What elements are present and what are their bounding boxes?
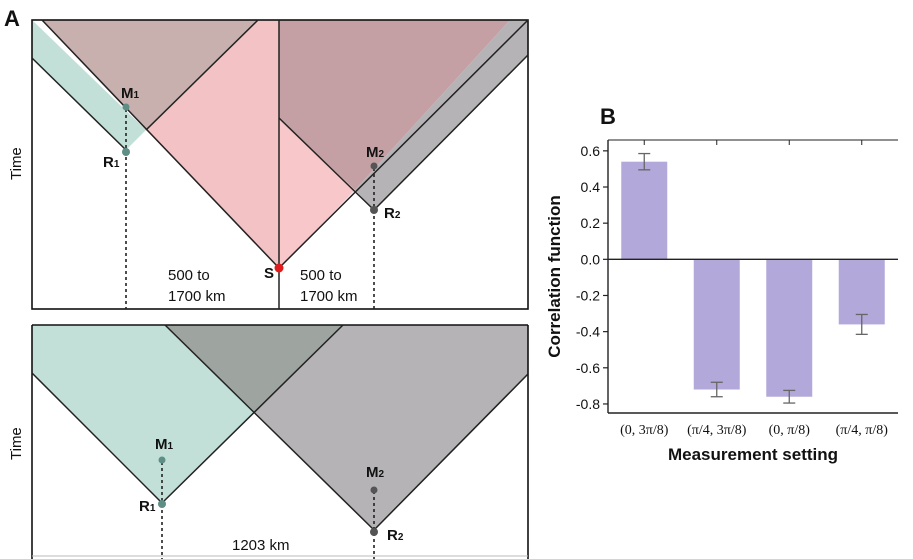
source-label: S <box>264 265 274 282</box>
y-tick-label: -0.4 <box>576 324 600 340</box>
left-distance-line1: 500 to <box>168 267 210 284</box>
m2-label: M2 <box>366 144 385 161</box>
m1-label: M1 <box>121 85 140 102</box>
y-tick-label: 0.2 <box>581 215 601 231</box>
right-distance-line2: 1700 km <box>300 288 358 305</box>
y-tick-label: -0.6 <box>576 360 600 376</box>
y-tick-label: -0.2 <box>576 287 600 303</box>
x-tick-label: (0, π/8) <box>769 423 811 438</box>
x-axis-title: Measurement setting <box>668 445 838 464</box>
x-tick-label: (π/4, π/8) <box>836 423 889 438</box>
x-tick-label: (π/4, 3π/8) <box>687 423 747 438</box>
m2-point-bottom <box>370 486 378 494</box>
top-frame <box>31 19 529 310</box>
teal-cone <box>32 325 255 503</box>
m2-point <box>370 162 378 170</box>
overlap-region <box>165 325 343 412</box>
y-tick-label: -0.8 <box>576 396 600 412</box>
y-tick-label: 0.6 <box>581 143 601 159</box>
r1-point <box>122 148 130 156</box>
bar <box>621 161 668 260</box>
time-axis-label-bottom: Time <box>8 427 25 460</box>
panel-a-top-diagram: M1 R1 M2 R2 S 500 to 1700 km 500 to 1700… <box>8 19 529 310</box>
m1-point <box>122 103 130 111</box>
m1-point-bottom <box>158 456 166 464</box>
source-point <box>274 263 284 273</box>
panel-a-label: A <box>4 6 20 31</box>
gray-cone <box>255 325 528 530</box>
teal-region <box>32 20 146 150</box>
m1-label-bottom: M1 <box>155 436 174 453</box>
pink-region-left <box>146 20 279 268</box>
time-axis-label-top: Time <box>8 147 25 180</box>
m2-label-bottom: M2 <box>366 464 385 481</box>
panel-b-label: B <box>600 104 616 129</box>
y-tick-label: 0.0 <box>581 251 601 267</box>
y-tick-label: 0.4 <box>581 179 601 195</box>
r1-label: R1 <box>103 154 120 171</box>
rose-region <box>279 20 510 190</box>
r2-point-bottom <box>370 528 378 536</box>
mauve-region <box>42 20 258 130</box>
x-tick-label: (0, 3π/8) <box>620 423 669 438</box>
right-distance-line1: 500 to <box>300 267 342 284</box>
r2-label-bottom: R2 <box>387 527 404 544</box>
r2-label: R2 <box>384 205 401 222</box>
panel-a-bottom-diagram: M1 R1 M2 R2 1203 km Time <box>8 324 529 559</box>
left-distance-line2: 1700 km <box>168 288 226 305</box>
gray-strip <box>355 20 528 210</box>
bar <box>693 259 740 390</box>
bar <box>838 259 885 325</box>
r1-point-bottom <box>158 500 166 508</box>
r1-label-bottom: R1 <box>139 498 156 515</box>
pink-region-right <box>279 118 355 268</box>
bottom-distance-label: 1203 km <box>232 537 290 554</box>
bar <box>766 259 813 397</box>
r2-point <box>370 206 378 214</box>
y-axis-title: Correlation function <box>545 195 564 357</box>
panel-b-chart: B 0.6 0.4 0.2 0.0 -0.2 -0.4 -0.6 -0.8 (0, 3π/8)… <box>545 104 898 464</box>
